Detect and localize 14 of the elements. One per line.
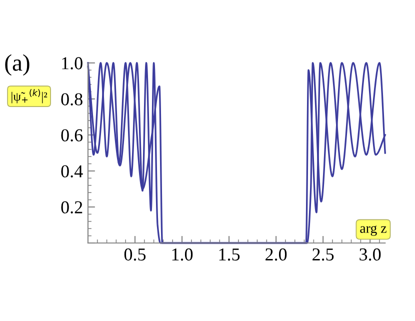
y-axis-title: |ψ̃$_{+}$$^{(k)}$|² xyxy=(12,89,48,104)
x-tick-label: 0.5 xyxy=(124,248,146,261)
y-tick-label: 0.6 xyxy=(61,129,83,142)
x-tick-label: 1.5 xyxy=(219,248,240,261)
x-tick-label: 2.5 xyxy=(312,248,334,261)
x-tick-label: 2.0 xyxy=(266,248,287,261)
y-tick-label: 1.0 xyxy=(62,57,82,70)
y-tick-label: 0.2 xyxy=(61,201,82,214)
chart-title: (a) xyxy=(5,54,30,76)
x-axis-title: arg z xyxy=(360,226,386,236)
x-tick-label: 1.0 xyxy=(172,248,193,261)
x-tick-label: 3.0 xyxy=(360,248,381,261)
y-tick-label: 0.8 xyxy=(61,93,82,106)
y-tick-label: 0.4 xyxy=(61,165,83,178)
